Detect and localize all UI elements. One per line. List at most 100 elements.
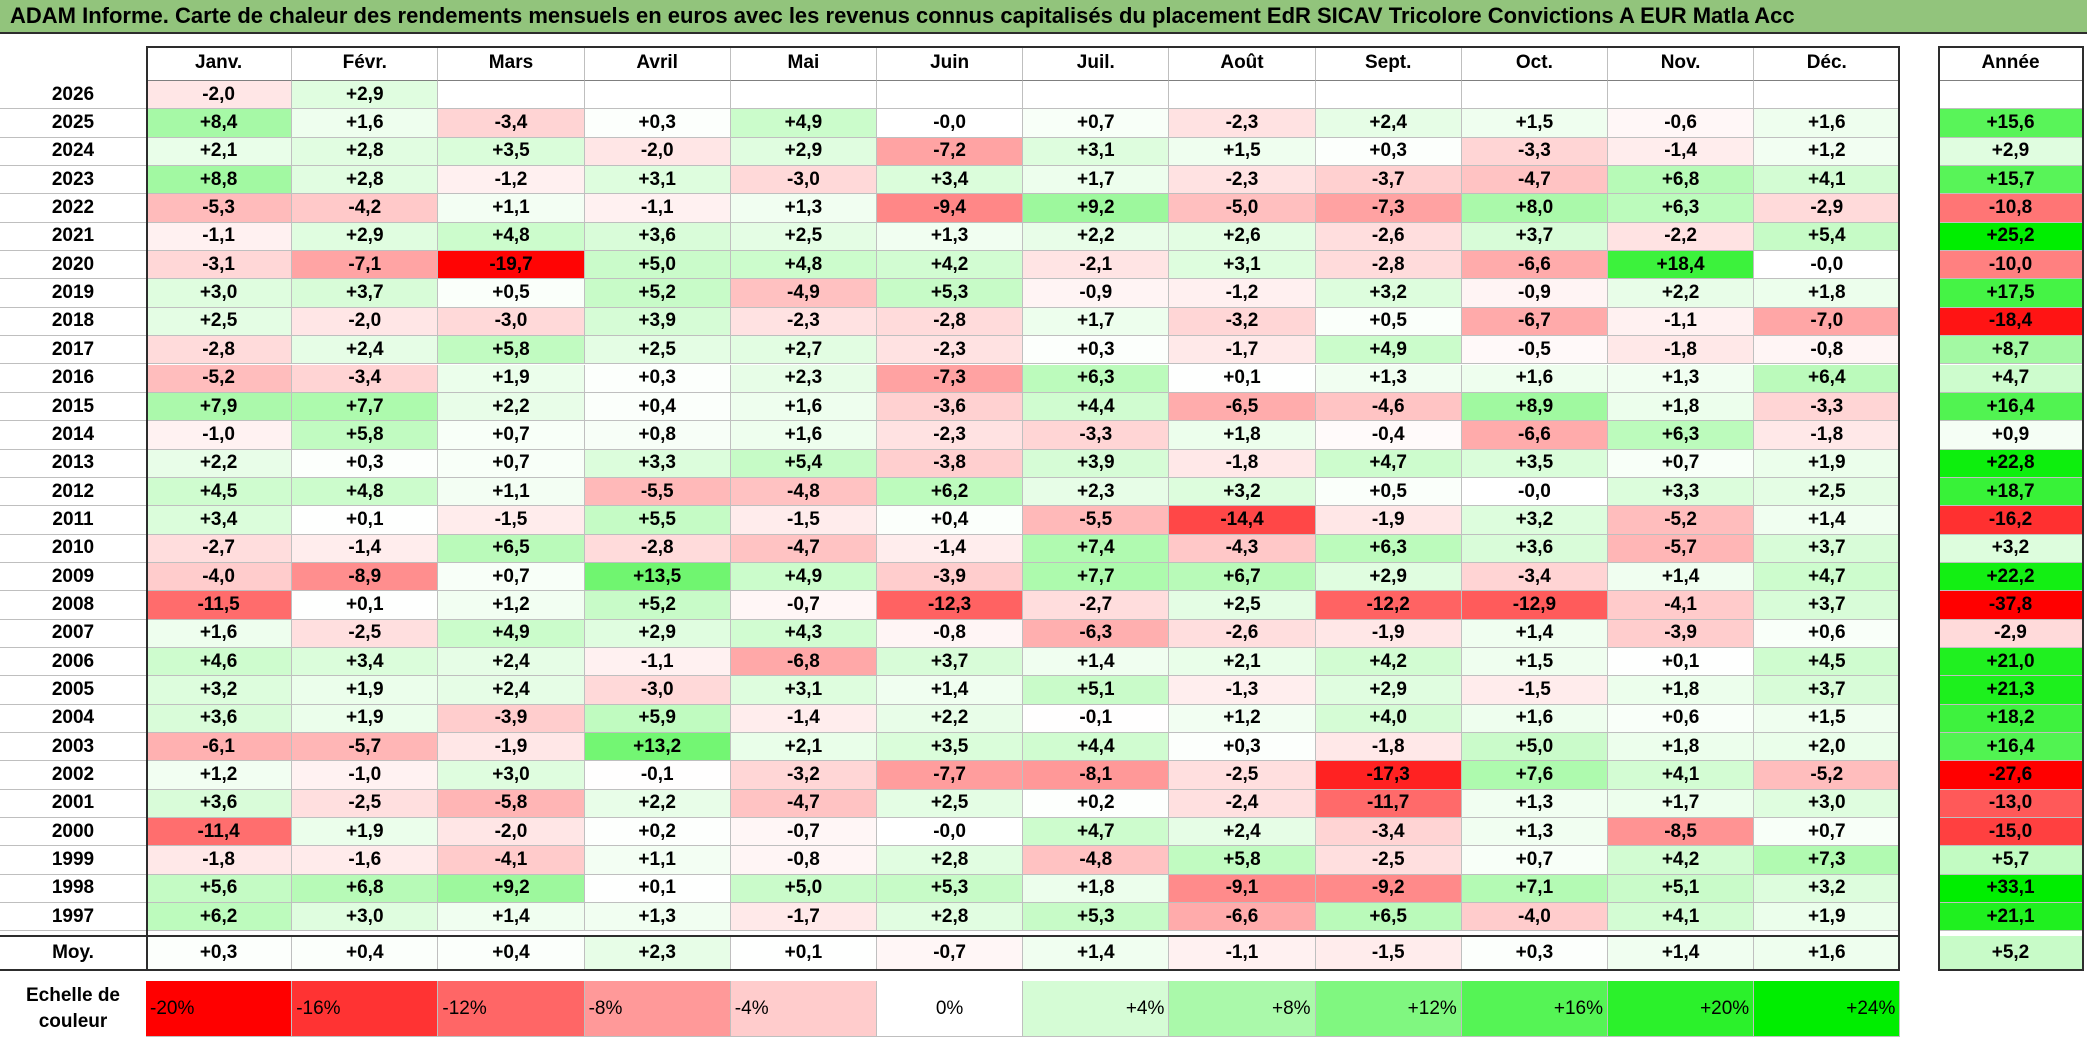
average-cell: +0,1	[730, 936, 877, 971]
annual-cell: +18,7	[1938, 477, 2084, 507]
month-cell: +5,3	[877, 279, 1024, 308]
average-cell: +0,3	[146, 936, 293, 971]
month-cell: -2,3	[877, 421, 1024, 450]
average-cell: -0,7	[877, 936, 1024, 971]
annual-cell: -2,9	[1938, 619, 2084, 648]
month-cell: +0,6	[1608, 704, 1755, 734]
month-cell: +2,1	[730, 733, 877, 762]
month-cell: -2,0	[146, 81, 293, 110]
month-cell: +2,3	[1023, 477, 1170, 507]
month-cell: +1,9	[438, 364, 585, 393]
month-cell: +3,7	[877, 648, 1024, 677]
month-cell: +6,3	[1608, 194, 1755, 223]
month-cell: -4,1	[438, 846, 585, 875]
month-cell: -2,9	[1754, 194, 1901, 223]
month-cell: -1,0	[146, 421, 293, 450]
month-cell: +0,3	[1169, 733, 1316, 762]
month-cell: +1,8	[1169, 421, 1316, 450]
month-cell: -3,3	[1023, 421, 1170, 450]
month-cell: +2,0	[1754, 733, 1901, 762]
month-cell: +0,7	[1461, 846, 1608, 875]
month-cell: -4,7	[730, 534, 877, 563]
month-cell: +1,9	[1754, 903, 1901, 932]
month-cell: -19,7	[438, 251, 585, 280]
annual-cell: +22,2	[1938, 562, 2084, 592]
month-cell: +4,2	[1315, 648, 1462, 677]
month-cell: +1,4	[1608, 562, 1755, 592]
annual-cell: +16,4	[1938, 392, 2084, 422]
month-cell: -1,4	[1608, 137, 1755, 167]
month-cell: +0,3	[292, 449, 439, 478]
month-cell: +3,2	[146, 676, 293, 705]
month-cell: +6,3	[1023, 364, 1170, 393]
month-cell: +1,2	[1754, 137, 1901, 167]
month-cell: +3,5	[1461, 449, 1608, 478]
month-cell: +5,8	[292, 421, 439, 450]
month-cell: -4,1	[1608, 591, 1755, 620]
month-cell: +2,3	[730, 364, 877, 393]
month-cell: -1,8	[1169, 449, 1316, 478]
month-cell: +6,8	[1608, 166, 1755, 195]
month-cell: +2,2	[1608, 279, 1755, 308]
month-cell: +0,7	[1608, 449, 1755, 478]
month-cell: +2,8	[292, 166, 439, 195]
year-label: 2011	[0, 506, 146, 535]
annual-cell: +15,7	[1938, 166, 2084, 195]
annual-cell: -13,0	[1938, 789, 2084, 819]
column-header: Juin	[877, 46, 1024, 81]
month-cell: -6,6	[1169, 903, 1316, 932]
month-cell: -4,7	[730, 789, 877, 819]
month-cell: +4,1	[1608, 761, 1755, 790]
month-cell: -2,5	[1169, 761, 1316, 790]
year-label: 2012	[0, 477, 146, 507]
year-label: 2014	[0, 421, 146, 450]
month-cell	[730, 81, 877, 110]
month-cell	[1754, 81, 1901, 110]
month-cell: +3,4	[146, 506, 293, 535]
color-scale-step: -20%	[146, 981, 293, 1037]
month-cell: -5,8	[438, 789, 585, 819]
annual-cell: -10,0	[1938, 251, 2084, 280]
average-cell: -1,1	[1169, 936, 1316, 971]
month-cell: -5,7	[1608, 534, 1755, 563]
month-cell: +0,3	[1023, 336, 1170, 365]
month-cell: -3,7	[1315, 166, 1462, 195]
month-cell: +8,9	[1461, 392, 1608, 422]
average-cell: +1,4	[1608, 936, 1755, 971]
month-cell: -4,0	[1461, 903, 1608, 932]
month-cell: +4,9	[1315, 336, 1462, 365]
month-cell: +4,4	[1023, 733, 1170, 762]
month-cell: -3,2	[730, 761, 877, 790]
month-cell: +5,0	[730, 874, 877, 904]
month-cell: +6,3	[1315, 534, 1462, 563]
month-cell: +3,6	[1461, 534, 1608, 563]
month-cell: +3,3	[584, 449, 731, 478]
month-cell: +4,9	[438, 619, 585, 648]
month-cell: -1,9	[1315, 619, 1462, 648]
annual-header: Année	[1938, 46, 2084, 81]
month-cell: -2,6	[1315, 222, 1462, 252]
month-cell: +1,2	[438, 591, 585, 620]
month-cell: +2,8	[877, 846, 1024, 875]
month-cell: -2,3	[1169, 166, 1316, 195]
month-cell: +1,5	[1169, 137, 1316, 167]
month-cell: +3,5	[877, 733, 1024, 762]
month-cell: +2,9	[584, 619, 731, 648]
month-cell: +3,9	[584, 307, 731, 337]
month-cell: +1,6	[1754, 109, 1901, 138]
month-cell: -1,8	[1754, 421, 1901, 450]
year-label: 2017	[0, 336, 146, 365]
page-title: ADAM Informe. Carte de chaleur des rende…	[0, 0, 2087, 34]
year-label: 2007	[0, 619, 146, 648]
month-cell: +3,3	[1608, 477, 1755, 507]
month-cell: +3,7	[1461, 222, 1608, 252]
month-cell: +4,8	[730, 251, 877, 280]
month-cell: -3,4	[292, 364, 439, 393]
month-cell: +3,5	[438, 137, 585, 167]
month-cell: -7,3	[877, 364, 1024, 393]
month-cell: +2,4	[1169, 818, 1316, 847]
month-cell: +4,2	[877, 251, 1024, 280]
month-cell: +0,7	[1023, 109, 1170, 138]
year-label: 1999	[0, 846, 146, 875]
month-cell: -3,6	[877, 392, 1024, 422]
